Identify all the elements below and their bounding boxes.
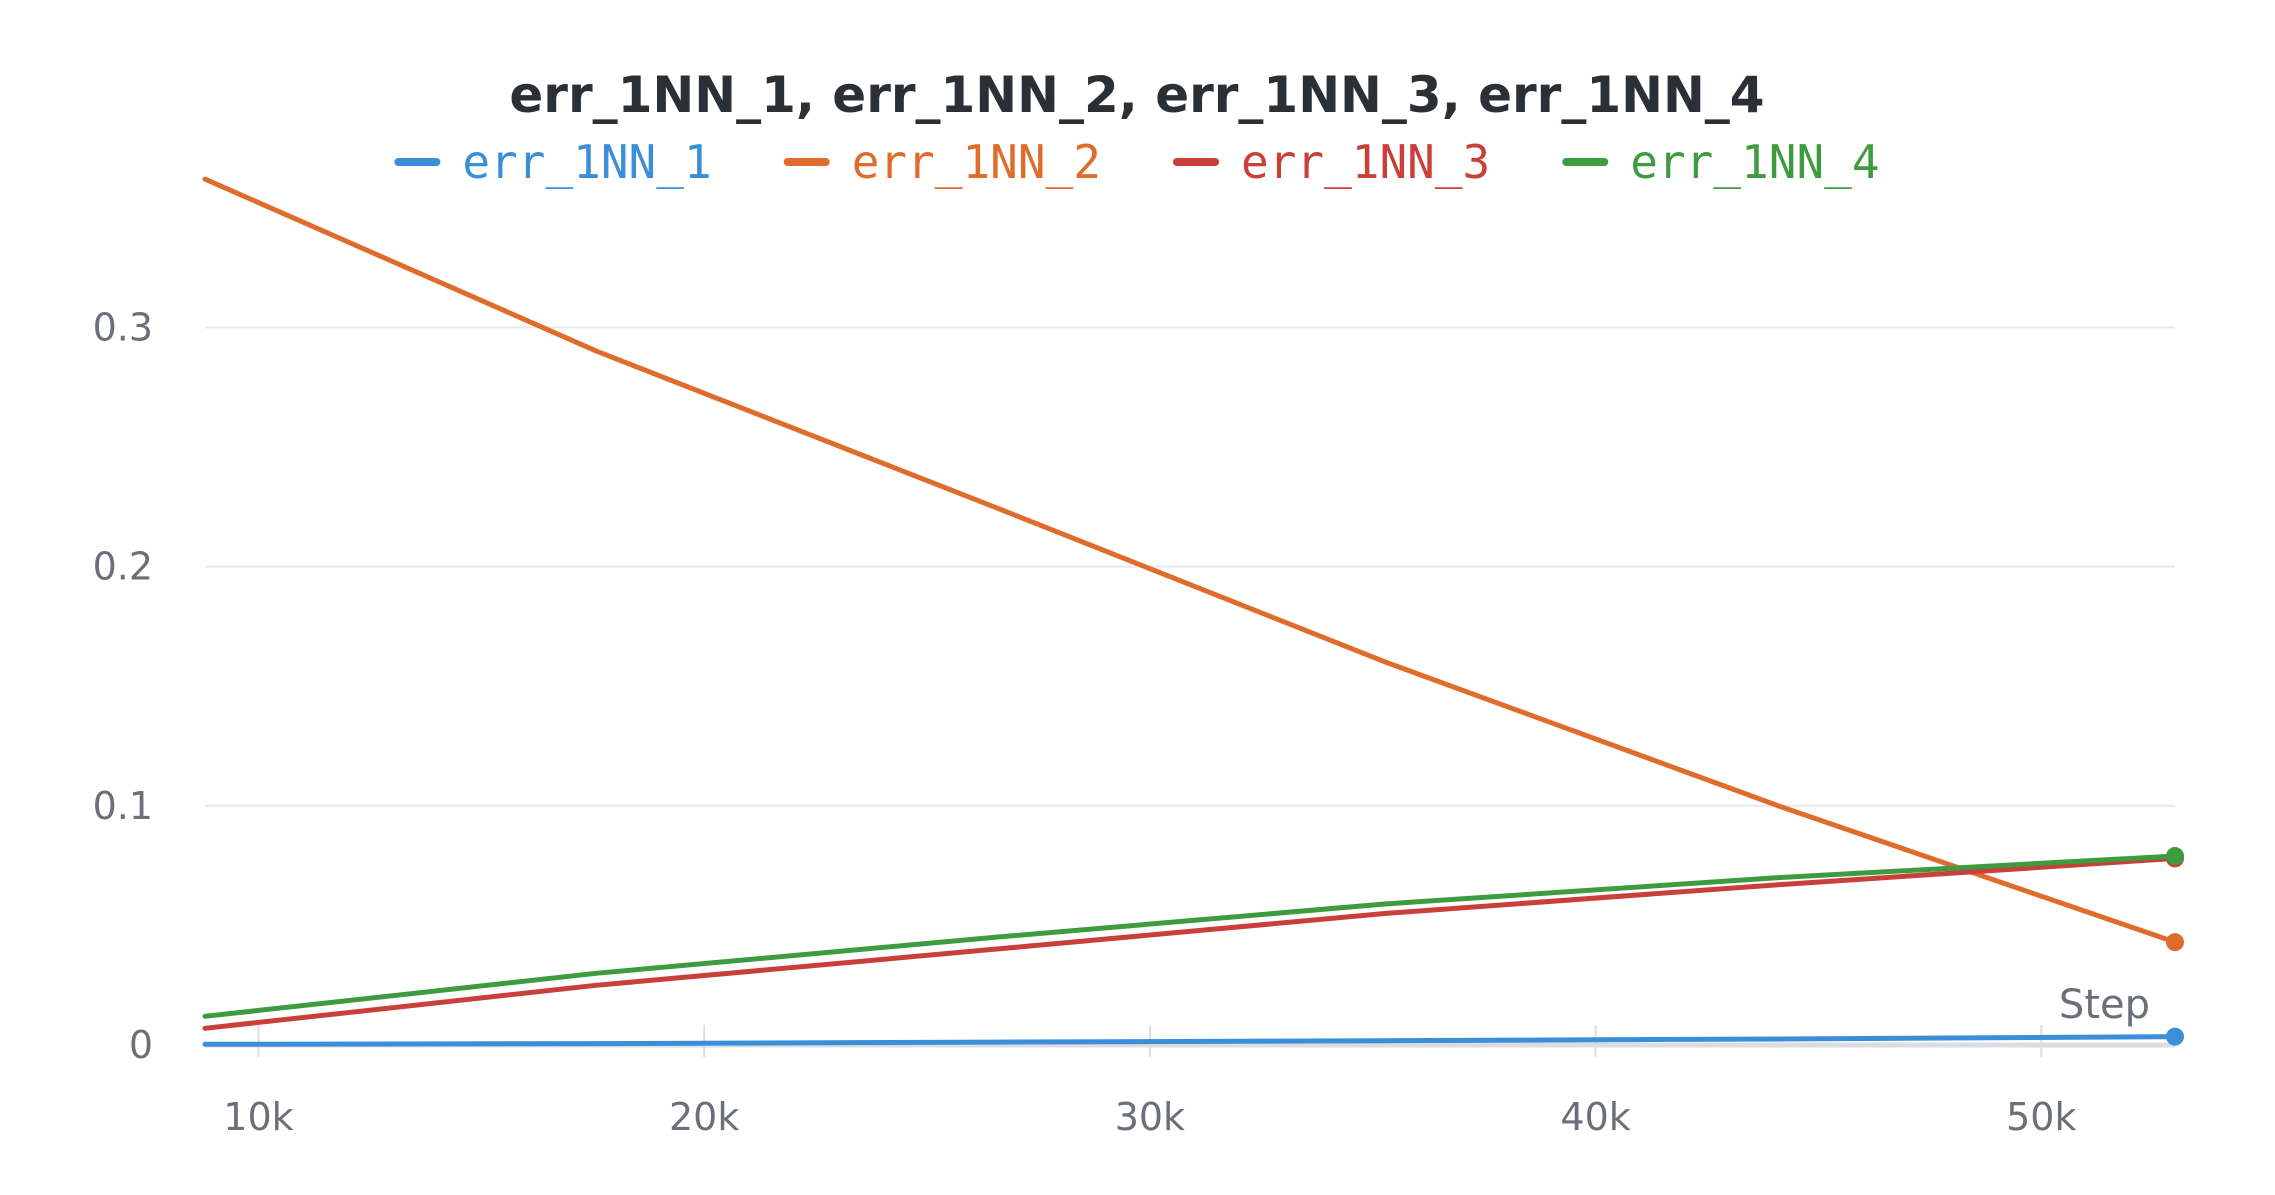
y-tick-label: 0.3 <box>93 305 153 349</box>
legend-swatch <box>1173 158 1219 166</box>
series-end-point-err_1NN_2 <box>2166 933 2184 952</box>
legend-swatch <box>1562 158 1609 166</box>
legend-item-err_1NN_2: err_1NN_2 <box>783 135 1101 189</box>
series-line-err_1NN_2 <box>202 176 2178 945</box>
chart-title: err_1NN_1, err_1NN_2, err_1NN_3, err_1NN… <box>509 66 1764 124</box>
legend-item-err_1NN_4: err_1NN_4 <box>1562 135 1880 189</box>
legend: err_1NN_1 err_1NN_2 err_1NN_3 err_1NN_4 <box>394 135 1880 189</box>
y-tick-label: 0.2 <box>93 545 153 589</box>
series-end-point-err_1NN_4 <box>2166 847 2184 866</box>
grid <box>205 326 2175 807</box>
legend-item-err_1NN_1: err_1NN_1 <box>394 135 712 189</box>
legend-swatch <box>394 158 441 166</box>
legend-label: err_1NN_2 <box>852 135 1101 189</box>
x-tick-label: 10k <box>223 1095 293 1139</box>
legend-label: err_1NN_3 <box>1241 135 1490 189</box>
legend-label: err_1NN_1 <box>462 135 711 189</box>
x-tick-label: 30k <box>1115 1095 1185 1139</box>
y-axis: 0 0.1 0.2 0.3 <box>93 305 153 1067</box>
x-tick-label: 20k <box>669 1095 739 1139</box>
series-line-err_1NN_1 <box>202 1034 2178 1047</box>
series-line-err_1NN_3 <box>202 855 2178 1031</box>
series-end-point-err_1NN_1 <box>2166 1027 2184 1046</box>
x-axis-label: Step <box>2059 982 2150 1028</box>
x-tick-label: 40k <box>1560 1095 1630 1139</box>
legend-swatch <box>783 158 830 166</box>
y-tick-label: 0 <box>129 1023 153 1067</box>
legend-label: err_1NN_4 <box>1630 135 1879 189</box>
y-tick-label: 0.1 <box>93 784 153 828</box>
series-line-err_1NN_4 <box>202 853 2178 1019</box>
plot-lines <box>202 176 2184 1047</box>
legend-item-err_1NN_3: err_1NN_3 <box>1173 135 1490 189</box>
x-tick-label: 50k <box>2006 1095 2076 1139</box>
